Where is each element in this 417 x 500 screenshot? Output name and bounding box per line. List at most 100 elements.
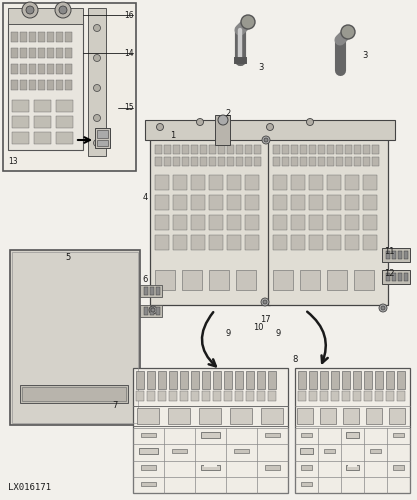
Bar [309,371,317,389]
Bar [3,3,136,171]
Bar [56,64,63,74]
Bar [230,408,252,424]
Bar [245,215,259,230]
Bar [254,157,261,166]
Bar [336,157,343,166]
Bar [397,391,405,401]
Bar [147,371,155,389]
Bar [10,250,140,425]
Bar [235,391,243,401]
Bar [155,235,169,250]
Bar [12,132,29,144]
Bar [65,64,72,74]
Bar [199,408,221,424]
Bar [155,215,169,230]
Circle shape [149,306,157,314]
Bar [301,433,312,437]
Bar [309,235,323,250]
Circle shape [55,2,71,18]
Bar [173,195,187,210]
Bar [11,64,18,74]
Bar [346,464,359,470]
Bar [273,157,280,166]
Bar [164,157,171,166]
Bar [345,195,359,210]
Text: 3: 3 [258,64,264,72]
Bar [191,391,199,401]
Text: 9: 9 [275,328,281,338]
Bar [209,270,229,290]
Bar [389,408,405,424]
Bar [343,408,359,424]
Circle shape [196,118,203,126]
Bar [65,32,72,42]
Bar [375,391,383,401]
Bar [354,145,361,154]
Bar [235,371,243,389]
Circle shape [261,298,269,306]
Bar [137,408,159,424]
Circle shape [26,6,34,14]
Bar [363,145,370,154]
Bar [201,432,220,438]
Bar [209,195,223,210]
Bar [301,482,312,486]
Bar [155,157,162,166]
Bar [29,80,36,90]
Circle shape [156,124,163,130]
Bar [172,449,187,454]
Bar [354,157,361,166]
Bar [209,215,223,230]
Bar [336,145,343,154]
Bar [393,433,404,437]
Bar [273,215,287,230]
Bar [209,175,223,190]
Bar [404,251,408,259]
Bar [309,175,323,190]
Bar [273,145,280,154]
Bar [147,391,155,401]
Bar [12,100,29,112]
Bar [382,270,410,284]
Bar [345,157,352,166]
Bar [309,145,316,154]
Bar [254,145,261,154]
Bar [173,157,180,166]
Bar [345,175,359,190]
Bar [38,80,45,90]
Bar [265,433,280,437]
Bar [168,408,190,424]
Circle shape [264,138,268,142]
Bar [34,116,51,128]
Bar [155,175,169,190]
Bar [47,80,54,90]
Bar [56,48,63,58]
Bar [227,175,241,190]
Bar [386,391,394,401]
Text: 9: 9 [225,328,231,338]
Bar [34,100,51,112]
Bar [56,80,63,90]
Bar [182,157,189,166]
Bar [20,385,128,403]
Bar [382,248,410,262]
Bar [363,175,377,190]
Circle shape [306,118,314,126]
Bar [363,215,377,230]
Bar [136,371,144,389]
Bar [141,433,156,437]
Bar [327,145,334,154]
Bar [144,307,148,315]
Bar [268,135,388,305]
Bar [20,80,27,90]
Bar [209,157,216,166]
Bar [273,270,293,290]
Bar [245,175,259,190]
Bar [182,145,189,154]
Circle shape [341,25,355,39]
Bar [144,287,148,295]
Bar [295,368,410,493]
Bar [245,195,259,210]
Bar [224,371,232,389]
Bar [404,273,408,281]
